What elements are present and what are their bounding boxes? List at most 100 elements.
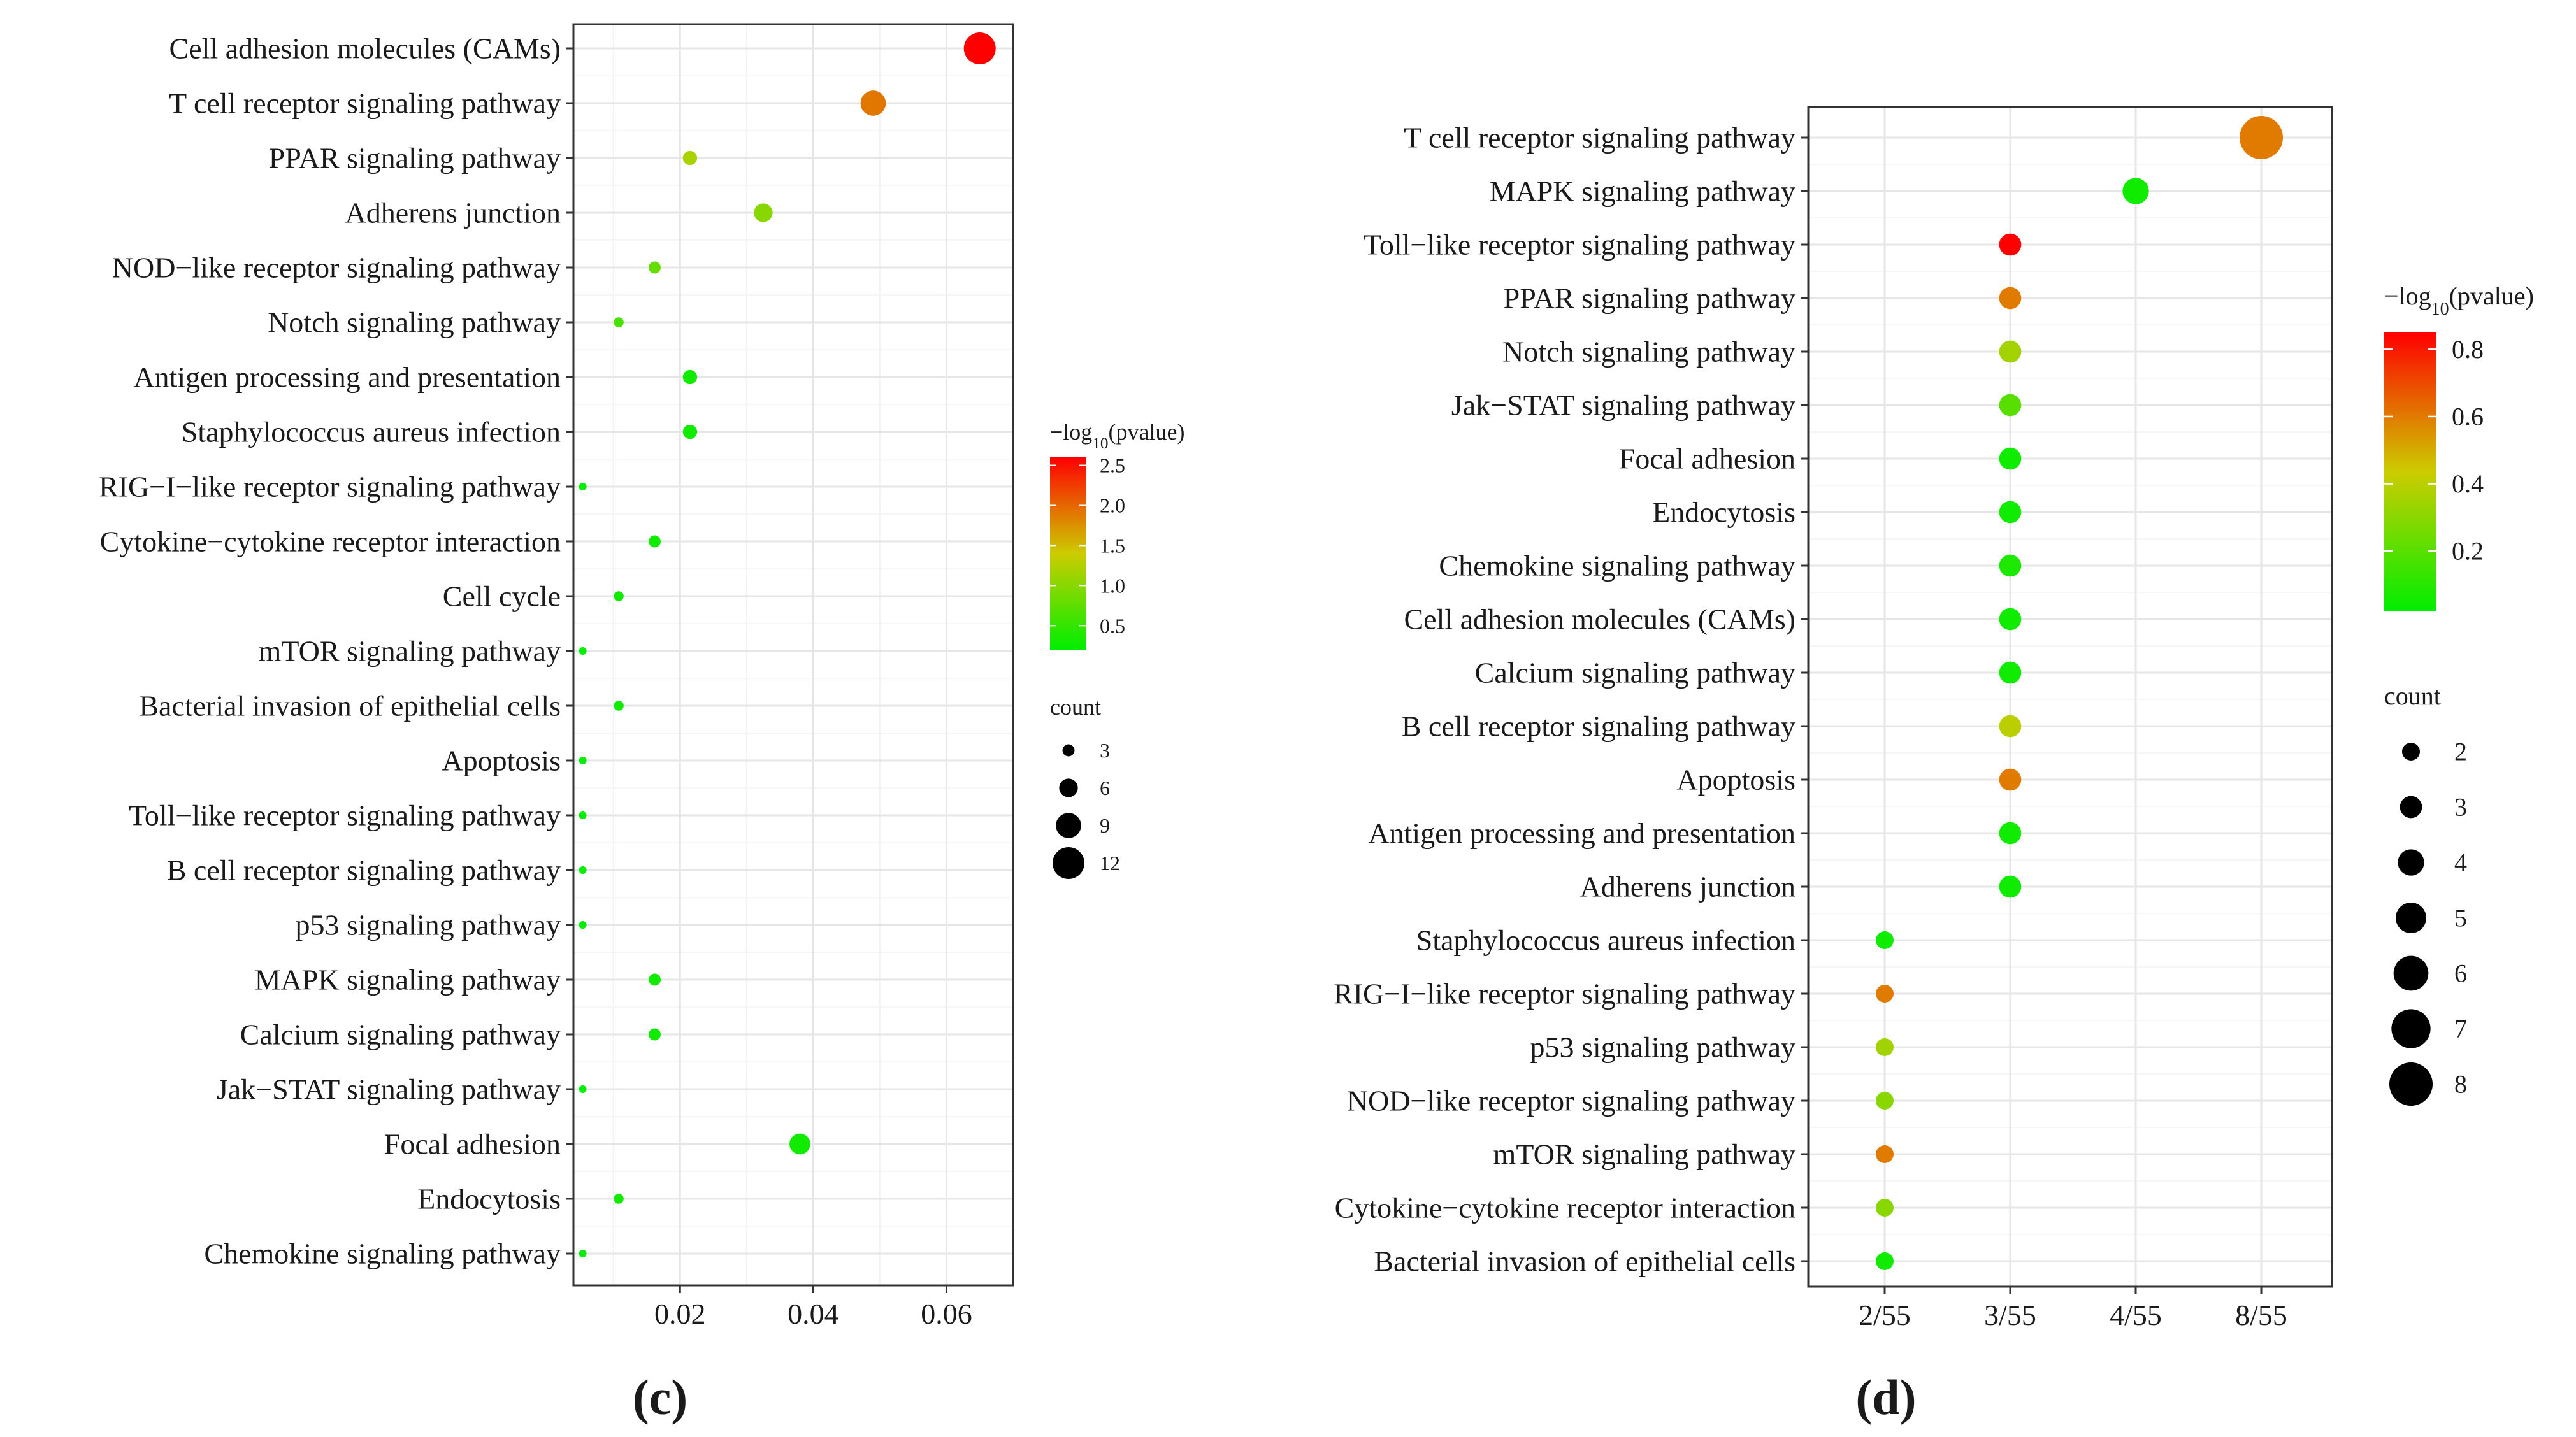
panel-c-x-tick-label: 0.06 bbox=[921, 1298, 972, 1330]
panel-d-point bbox=[1999, 715, 2022, 738]
panel-c-y-tick-label: Notch signaling pathway bbox=[268, 306, 561, 339]
panel-c-y-tick-label: RIG−I−like receptor signaling pathway bbox=[99, 471, 561, 503]
panel-d-size-legend-label: 7 bbox=[2454, 1015, 2467, 1043]
panel-d-y-tick-label: RIG−I−like receptor signaling pathway bbox=[1334, 978, 1795, 1010]
panel-c-colorbar-label: 2.0 bbox=[1100, 494, 1125, 517]
panel-d-y-tick-label: Apoptosis bbox=[1676, 764, 1795, 796]
panel-c-size-legend-key bbox=[1056, 813, 1081, 838]
panel-d-plot-border bbox=[1807, 106, 2333, 1288]
panel-d-point bbox=[1999, 554, 2022, 577]
panel-c-y-tick-label: Endocytosis bbox=[417, 1183, 561, 1215]
panel-d-plot-area bbox=[1808, 107, 2332, 1287]
panel-d-size-legend-key bbox=[2400, 796, 2422, 819]
panel-c-point bbox=[682, 369, 698, 385]
panel-c-y-tick-label: mTOR signaling pathway bbox=[259, 635, 561, 668]
panel-c-y-tick-label: NOD−like receptor signaling pathway bbox=[112, 252, 561, 284]
panel-c-y-tick-label: Chemokine signaling pathway bbox=[204, 1238, 561, 1270]
panel-d-point bbox=[1999, 768, 2022, 791]
panel-c-y-tick-label: Calcium signaling pathway bbox=[240, 1019, 561, 1051]
panel-d-colorbar-label: 0.2 bbox=[2452, 537, 2484, 566]
panel-d-size-legend-label: 6 bbox=[2454, 959, 2467, 988]
panel-d-y-tick-label: Jak−STAT signaling pathway bbox=[1451, 389, 1795, 422]
panel-d-point bbox=[1999, 875, 2022, 898]
panel-c-point bbox=[860, 90, 886, 116]
panel-c-y-tick-label: Staphylococcus aureus infection bbox=[182, 416, 561, 448]
panel-c-size-legend-title: count bbox=[1050, 694, 1101, 720]
panel-d-size-legend-key bbox=[2398, 849, 2424, 876]
panel-c-y-tick-label: Adherens junction bbox=[345, 197, 561, 229]
panel-c-point bbox=[682, 424, 698, 440]
panel-c-y-tick-label: PPAR signaling pathway bbox=[269, 142, 561, 175]
panel-c-point bbox=[614, 701, 624, 711]
panel-d-x-tick-label: 8/55 bbox=[2235, 1299, 2287, 1331]
panel-d-y-tick-label: Cell adhesion molecules (CAMs) bbox=[1404, 603, 1795, 636]
panel-c-size-legend-label: 9 bbox=[1100, 814, 1110, 837]
panel-d-point bbox=[1876, 985, 1894, 1003]
panel-d-point bbox=[1876, 1038, 1894, 1056]
panel-c-dot-plot: Cell adhesion molecules (CAMs) T cell rec… bbox=[99, 23, 1184, 1330]
panel-c-size-legend-key bbox=[1062, 744, 1075, 757]
panel-c-size-legend-label: 6 bbox=[1100, 776, 1110, 799]
panel-d-y-tick-label: MAPK signaling pathway bbox=[1490, 175, 1795, 208]
panel-c-y-tick-label: Cell adhesion molecules (CAMs) bbox=[169, 32, 561, 65]
panel-d-y-tick-label: PPAR signaling pathway bbox=[1504, 282, 1795, 315]
panel-c-y-tick-label: Focal adhesion bbox=[384, 1128, 561, 1161]
panel-d-point bbox=[1876, 1252, 1894, 1270]
panel-c-x-tick-label: 0.02 bbox=[654, 1298, 706, 1330]
panel-d-y-tick-label: Chemokine signaling pathway bbox=[1439, 550, 1795, 582]
panel-d-y-tick-label: mTOR signaling pathway bbox=[1493, 1138, 1795, 1171]
panel-c-size-legend-key bbox=[1059, 778, 1078, 797]
panel-d-size-legend-key bbox=[2389, 1062, 2433, 1106]
panel-d-size-legend-label: 8 bbox=[2454, 1070, 2467, 1099]
panel-c-point bbox=[649, 973, 661, 986]
panel-label-d: (d) bbox=[1855, 1369, 1916, 1425]
panel-c-colorbar-label: 0.5 bbox=[1100, 614, 1125, 637]
panel-c-point bbox=[789, 1133, 810, 1155]
panel-d-point bbox=[1999, 822, 2022, 845]
panel-d-point bbox=[2122, 178, 2149, 204]
panel-d-x-tick-label: 2/55 bbox=[1859, 1299, 1911, 1331]
panel-c-plot-border bbox=[572, 23, 1014, 1287]
panel-d-y-tick-label: Cytokine−cytokine receptor interaction bbox=[1335, 1192, 1795, 1224]
panel-d-size-legend-label: 4 bbox=[2454, 848, 2467, 877]
panel-d-point bbox=[1999, 501, 2022, 524]
panel-c-y-tick-label: B cell receptor signaling pathway bbox=[167, 854, 561, 887]
panel-d-point bbox=[1999, 394, 2022, 417]
panel-c-y-tick-label: p53 signaling pathway bbox=[296, 909, 561, 941]
panel-d-point bbox=[1876, 931, 1894, 949]
panel-c-y-tick-label: Antigen processing and presentation bbox=[133, 361, 561, 394]
panel-d-dot-plot: T cell receptor signaling pathway MAPK si… bbox=[1334, 106, 2534, 1331]
panel-c-point bbox=[614, 1194, 624, 1204]
panel-c-size-legend-label: 12 bbox=[1100, 852, 1120, 875]
panel-c-point bbox=[614, 591, 624, 601]
panel-c-point bbox=[649, 261, 661, 274]
panel-d-point bbox=[1999, 608, 2022, 631]
panel-c-y-tick-label: Bacterial invasion of epithelial cells bbox=[139, 690, 561, 722]
panel-c-y-tick-label: Toll−like receptor signaling pathway bbox=[129, 799, 561, 832]
panel-d-size-legend-key bbox=[2396, 903, 2426, 933]
panel-d-size-legend-label: 2 bbox=[2454, 738, 2467, 766]
panel-d-size-legend-key bbox=[2391, 1009, 2431, 1048]
panel-c-point bbox=[963, 32, 996, 64]
panel-label-c: (c) bbox=[633, 1369, 688, 1425]
panel-d-x-tick-label: 4/55 bbox=[2110, 1299, 2162, 1331]
panel-d-colorbar-label: 0.4 bbox=[2452, 469, 2484, 498]
panel-d-y-tick-label: Focal adhesion bbox=[1619, 443, 1795, 475]
panel-c-point bbox=[579, 647, 587, 655]
panel-d-size-legend-key bbox=[2393, 955, 2429, 991]
panel-c-point bbox=[579, 921, 587, 929]
panel-d-point bbox=[1876, 1145, 1894, 1163]
panel-c-size-legend-key bbox=[1053, 847, 1084, 879]
panel-c-point bbox=[682, 150, 698, 166]
panel-d-y-tick-label: p53 signaling pathway bbox=[1530, 1031, 1796, 1064]
panel-c-point bbox=[579, 811, 587, 819]
panel-d-point bbox=[2240, 116, 2283, 159]
panel-d-y-tick-label: B cell receptor signaling pathway bbox=[1402, 710, 1795, 743]
panel-c-colorbar-label: 2.5 bbox=[1100, 454, 1125, 477]
panel-c-point bbox=[614, 317, 624, 327]
panel-d-y-tick-label: Endocytosis bbox=[1652, 496, 1795, 529]
panel-d-colorbar bbox=[2384, 332, 2436, 611]
panel-d-y-tick-label: Adherens junction bbox=[1579, 871, 1795, 903]
panel-c-point bbox=[579, 1085, 587, 1093]
